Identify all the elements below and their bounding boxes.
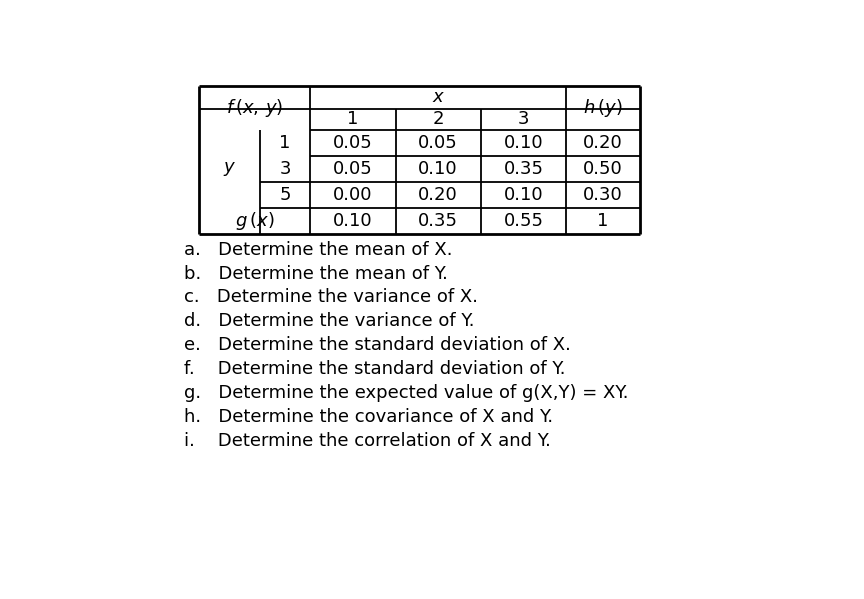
Text: 0.05: 0.05	[418, 134, 458, 152]
Text: 0.35: 0.35	[504, 160, 543, 178]
Text: 0.20: 0.20	[583, 134, 623, 152]
Text: 1: 1	[597, 212, 608, 230]
Text: 0.10: 0.10	[334, 212, 372, 230]
Text: $y$: $y$	[223, 160, 237, 178]
Text: 5: 5	[279, 186, 291, 204]
Text: i.    Determine the correlation of X and Y.: i. Determine the correlation of X and Y.	[184, 432, 551, 450]
Text: 0.00: 0.00	[334, 186, 372, 204]
Text: $h\,(y)$: $h\,(y)$	[583, 96, 623, 119]
Text: 0.50: 0.50	[583, 160, 623, 178]
Text: 0.05: 0.05	[333, 134, 372, 152]
Text: $g\,(x)$: $g\,(x)$	[235, 210, 275, 232]
Text: g.   Determine the expected value of g(X,Y) = XY.: g. Determine the expected value of g(X,Y…	[184, 384, 628, 402]
Text: 3: 3	[279, 160, 291, 178]
Text: 0.30: 0.30	[583, 186, 623, 204]
Text: d.   Determine the variance of Y.: d. Determine the variance of Y.	[184, 312, 474, 331]
Text: 2: 2	[432, 110, 444, 128]
Text: $x$: $x$	[431, 88, 445, 106]
Text: b.   Determine the mean of Y.: b. Determine the mean of Y.	[184, 265, 448, 283]
Text: c.   Determine the variance of X.: c. Determine the variance of X.	[184, 289, 478, 307]
Text: 1: 1	[279, 134, 291, 152]
Text: $f\,(x,\,y)$: $f\,(x,\,y)$	[226, 96, 283, 119]
Text: 0.10: 0.10	[504, 134, 543, 152]
Text: a.   Determine the mean of X.: a. Determine the mean of X.	[184, 241, 453, 259]
Text: 3: 3	[518, 110, 529, 128]
Text: e.   Determine the standard deviation of X.: e. Determine the standard deviation of X…	[184, 336, 571, 354]
Text: 0.05: 0.05	[333, 160, 372, 178]
Text: h.   Determine the covariance of X and Y.: h. Determine the covariance of X and Y.	[184, 408, 553, 426]
Text: 0.20: 0.20	[418, 186, 458, 204]
Text: f.    Determine the standard deviation of Y.: f. Determine the standard deviation of Y…	[184, 360, 565, 378]
Text: 0.35: 0.35	[418, 212, 458, 230]
Text: 1: 1	[347, 110, 359, 128]
Text: 0.55: 0.55	[504, 212, 543, 230]
Text: 0.10: 0.10	[504, 186, 543, 204]
Text: 0.10: 0.10	[418, 160, 458, 178]
